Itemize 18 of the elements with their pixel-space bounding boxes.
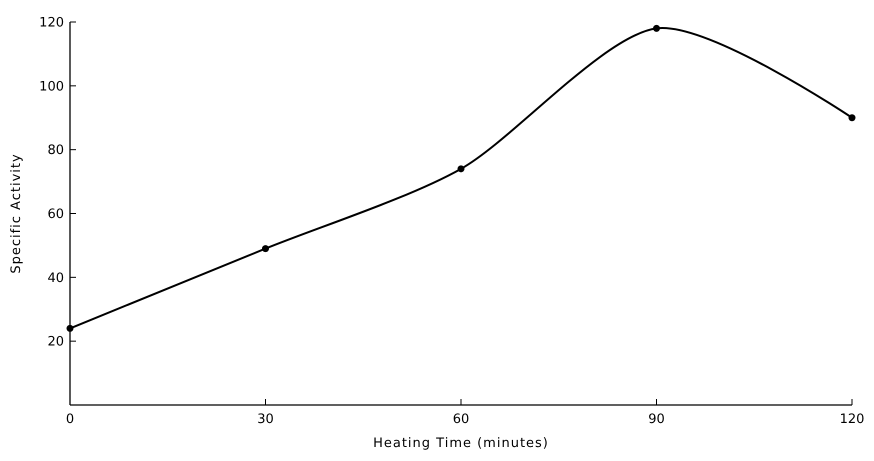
- x-axis-title: Heating Time (minutes): [373, 436, 549, 451]
- x-tick-label: 0: [66, 412, 74, 427]
- x-tick-label: 60: [452, 412, 470, 427]
- y-tick-label: 80: [47, 143, 64, 158]
- point: [458, 165, 464, 172]
- y-tick-label: 120: [39, 16, 64, 30]
- point: [848, 114, 856, 122]
- x-tick-label: 90: [648, 412, 665, 427]
- point: [262, 245, 269, 252]
- x-tick-label: 120: [840, 412, 864, 427]
- y-axis-title: Specific Activity: [9, 153, 24, 274]
- y-tick-label: 40: [47, 270, 64, 286]
- y-tick-label: 100: [39, 79, 64, 94]
- point: [66, 324, 74, 332]
- x-tick-label: 30: [257, 412, 274, 427]
- y-tick-label: 20: [47, 334, 64, 350]
- y-tick-label: 60: [47, 207, 64, 222]
- point: [653, 24, 660, 32]
